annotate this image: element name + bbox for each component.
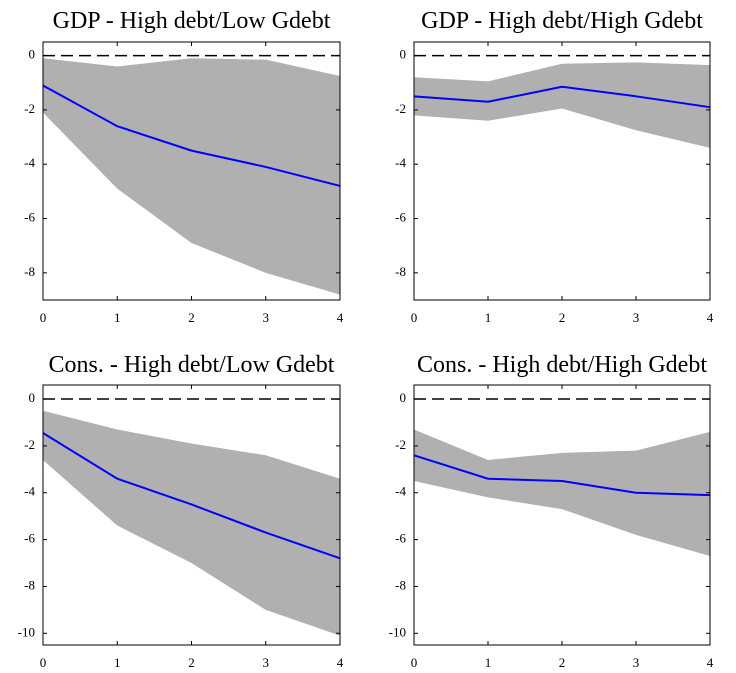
y-tick-label: -8 [395, 577, 406, 592]
y-tick-label: -6 [24, 210, 35, 225]
x-tick-label: 3 [263, 310, 270, 325]
y-tick-label: -8 [395, 264, 406, 279]
y-tick-label: -6 [395, 210, 406, 225]
y-tick-label: -2 [395, 437, 406, 452]
y-tick-label: 0 [400, 47, 407, 62]
x-tick-label: 0 [411, 655, 418, 670]
x-tick-label: 2 [559, 310, 566, 325]
x-tick-label: 1 [485, 655, 492, 670]
chart-title: Cons. - High debt/High Gdebt [417, 352, 707, 378]
confidence-band [43, 58, 340, 295]
y-tick-label: -4 [395, 484, 406, 499]
y-tick-label: -6 [24, 531, 35, 546]
x-tick-label: 4 [707, 310, 714, 325]
line [42, 432, 341, 560]
y-tick-label: -4 [395, 155, 406, 170]
confidence-band [43, 410, 340, 636]
confidence-band [414, 429, 710, 556]
x-tick-label: 0 [40, 310, 47, 325]
x-tick-label: 1 [485, 310, 492, 325]
chart-title: GDP - High debt/High Gdebt [421, 8, 703, 34]
x-tick-label: 0 [411, 310, 418, 325]
confidence-band [414, 62, 710, 148]
x-tick-label: 1 [114, 655, 121, 670]
y-tick-label: -4 [24, 484, 35, 499]
y-tick-label: 0 [29, 47, 36, 62]
y-tick-label: 0 [29, 390, 36, 405]
x-tick-label: 3 [633, 655, 640, 670]
x-tick-label: 3 [263, 655, 270, 670]
x-tick-label: 4 [337, 655, 344, 670]
y-tick-label: -6 [395, 531, 406, 546]
x-tick-label: 2 [188, 310, 195, 325]
x-tick-label: 2 [559, 655, 566, 670]
y-tick-label: -2 [24, 101, 35, 116]
y-tick-label: -8 [24, 264, 35, 279]
y-tick-label: -10 [389, 624, 406, 639]
y-tick-label: -2 [395, 101, 406, 116]
x-tick-label: 0 [40, 655, 47, 670]
y-tick-label: -10 [18, 624, 35, 639]
line [413, 454, 711, 497]
chart-title: Cons. - High debt/Low Gdebt [49, 352, 335, 378]
y-tick-label: -2 [24, 437, 35, 452]
line [42, 84, 341, 187]
x-tick-label: 3 [633, 310, 640, 325]
y-tick-label: 0 [400, 390, 407, 405]
x-tick-label: 4 [337, 310, 344, 325]
y-tick-label: -8 [24, 577, 35, 592]
line [413, 85, 711, 109]
x-tick-label: 2 [188, 655, 195, 670]
x-tick-label: 4 [707, 655, 714, 670]
chart-title: GDP - High debt/Low Gdebt [53, 8, 331, 34]
x-tick-label: 1 [114, 310, 121, 325]
y-tick-label: -4 [24, 155, 35, 170]
